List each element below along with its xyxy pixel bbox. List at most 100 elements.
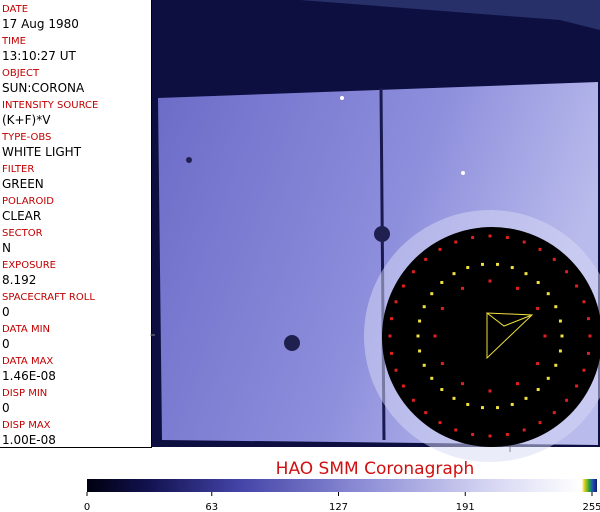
overlay-dot bbox=[394, 300, 398, 304]
colorbar-tick-label: 63 bbox=[205, 502, 218, 512]
field-label: FILTER bbox=[2, 164, 35, 175]
overlay-dots bbox=[388, 234, 592, 438]
overlay-dot bbox=[440, 362, 444, 365]
overlay-dot bbox=[401, 384, 405, 388]
overlay-dot bbox=[411, 398, 415, 402]
overlay-dot bbox=[516, 382, 519, 386]
overlay-dot bbox=[496, 262, 500, 266]
overlay-dot bbox=[546, 376, 550, 380]
overlay-dot bbox=[452, 396, 456, 400]
field-value: 1.46E-08 bbox=[2, 369, 56, 383]
overlay-dot bbox=[543, 334, 547, 338]
overlay-dot bbox=[536, 388, 540, 392]
overlay-shape bbox=[486, 311, 534, 360]
overlay-dot bbox=[401, 284, 405, 288]
overlay-dot bbox=[554, 363, 558, 367]
overlay-dot bbox=[565, 398, 569, 402]
overlay-dot bbox=[390, 351, 394, 355]
overlay-dot bbox=[536, 307, 540, 310]
field-value: 8.192 bbox=[2, 273, 37, 287]
overlay-dot bbox=[422, 363, 426, 367]
field-label: DATE bbox=[2, 4, 29, 15]
spot bbox=[186, 157, 192, 163]
overlay-dot bbox=[560, 334, 564, 338]
overlay-dot bbox=[565, 270, 569, 274]
overlay-dot bbox=[390, 317, 394, 321]
overlay-dot bbox=[440, 280, 444, 284]
overlay-dot bbox=[394, 368, 398, 372]
overlay-dot bbox=[433, 334, 437, 338]
overlay-dot bbox=[466, 266, 470, 270]
overlay-dot bbox=[496, 406, 500, 410]
star bbox=[340, 96, 344, 100]
occulter bbox=[382, 227, 600, 447]
title: HAO SMM Coronagraph bbox=[276, 459, 475, 479]
field-label: INTENSITY SOURCE bbox=[2, 100, 99, 111]
overlay-dot bbox=[524, 396, 528, 400]
overlay-dot bbox=[488, 434, 492, 438]
field-value: GREEN bbox=[2, 177, 44, 191]
overlay-dot bbox=[582, 368, 586, 372]
field-label: TIME bbox=[2, 36, 27, 47]
overlay-dot bbox=[575, 284, 579, 288]
overlay-dot bbox=[538, 421, 542, 425]
overlay-dot bbox=[510, 402, 514, 406]
field-label: DATA MAX bbox=[2, 356, 54, 367]
field-value: SUN:CORONA bbox=[2, 81, 85, 95]
field-label: SECTOR bbox=[2, 228, 43, 239]
colorbar-tick-label: 255 bbox=[582, 502, 600, 512]
field-label: POLAROID bbox=[2, 196, 55, 207]
overlay-dot bbox=[461, 286, 464, 290]
field-label: EXPOSURE bbox=[2, 260, 57, 271]
colorbar bbox=[87, 479, 597, 492]
colorbar-tick-label: 127 bbox=[329, 502, 348, 512]
field-label: OBJECT bbox=[2, 68, 40, 79]
field-label: SPACECRAFT ROLL bbox=[2, 292, 95, 303]
field-label: DISP MAX bbox=[2, 420, 51, 431]
overlay-dot bbox=[488, 389, 492, 393]
overlay-dot bbox=[471, 236, 475, 240]
field-value: 17 Aug 1980 bbox=[2, 17, 79, 31]
overlay-dot bbox=[480, 406, 484, 410]
overlay-dot bbox=[582, 300, 586, 304]
overlay-dot bbox=[418, 319, 422, 323]
overlay-dot bbox=[554, 305, 558, 309]
overlay-dot bbox=[454, 428, 458, 432]
field-value: WHITE LIGHT bbox=[2, 145, 82, 159]
overlay-dot bbox=[588, 334, 592, 338]
overlay-dot bbox=[466, 402, 470, 406]
star bbox=[461, 171, 465, 175]
colorbar-tick-label: 191 bbox=[456, 502, 475, 512]
field-label: TYPE-OBS bbox=[2, 132, 52, 143]
overlay-dot bbox=[586, 351, 590, 355]
overlay-dot bbox=[505, 236, 509, 240]
overlay-dot bbox=[418, 349, 422, 353]
overlay-dot bbox=[546, 292, 550, 296]
overlay-dot bbox=[388, 334, 392, 338]
field-value: 0 bbox=[2, 305, 10, 319]
spot bbox=[284, 335, 300, 351]
overlay-dot bbox=[522, 428, 526, 432]
overlay-dot bbox=[430, 376, 434, 380]
overlay-dot bbox=[422, 305, 426, 309]
overlay-dot bbox=[552, 411, 556, 415]
overlay-dot bbox=[438, 247, 442, 251]
field-value: 1.00E-08 bbox=[2, 433, 56, 447]
image-glow bbox=[300, 0, 600, 30]
overlay-dot bbox=[411, 270, 415, 274]
overlay-dot bbox=[552, 257, 556, 261]
overlay-dot bbox=[516, 286, 519, 290]
overlay-dot bbox=[510, 266, 514, 270]
colorbar-tick-label: 0 bbox=[84, 502, 90, 512]
overlay-dot bbox=[440, 307, 444, 310]
overlay-dot bbox=[536, 280, 540, 284]
overlay-dot bbox=[575, 384, 579, 388]
overlay-dot bbox=[558, 319, 562, 323]
overlay-dot bbox=[430, 292, 434, 296]
overlay-dot bbox=[538, 247, 542, 251]
overlay-dot bbox=[480, 262, 484, 266]
overlay-dot bbox=[505, 432, 509, 436]
field-value: 13:10:27 UT bbox=[2, 49, 76, 63]
